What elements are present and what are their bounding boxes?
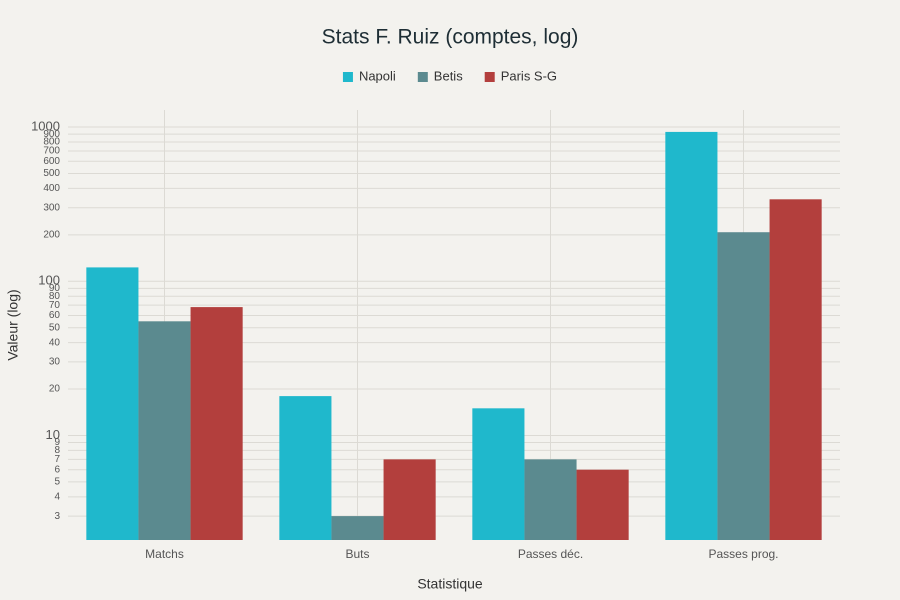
- y-tick-label: 8: [54, 445, 60, 456]
- y-tick-label: 6: [54, 464, 60, 475]
- y-tick-label: 600: [43, 156, 60, 167]
- legend-swatch: [417, 72, 428, 82]
- y-tick-label: 800: [43, 137, 60, 148]
- y-tick-label: 500: [43, 168, 60, 179]
- bar: [665, 131, 718, 541]
- x-tick-label: Matchs: [145, 547, 184, 561]
- y-tick-label: 60: [49, 310, 61, 321]
- y-tick-label: 50: [49, 322, 61, 333]
- y-tick-label: 400: [43, 183, 60, 194]
- bar: [576, 469, 629, 540]
- y-tick-label: 4: [54, 491, 60, 502]
- y-tick-label: 9: [54, 437, 60, 448]
- y-tick-label: 300: [43, 202, 60, 213]
- y-tick-label: 200: [43, 229, 60, 240]
- legend-label: Paris S-G: [501, 68, 557, 83]
- legend-label: Napoli: [359, 68, 396, 83]
- bar: [190, 307, 243, 540]
- bar: [524, 459, 577, 540]
- chart-title: Stats F. Ruiz (comptes, log): [322, 26, 579, 49]
- y-tick-label: 900: [43, 129, 60, 140]
- y-tick-label: 80: [49, 291, 61, 302]
- y-tick-label: 30: [49, 357, 61, 368]
- y-tick-label: 7: [54, 454, 60, 465]
- y-tick-label: 70: [49, 300, 61, 311]
- bar: [138, 321, 191, 540]
- y-tick-label: 40: [49, 337, 61, 348]
- bar: [86, 267, 139, 540]
- y-tick-label: 700: [43, 146, 60, 157]
- legend-label: Betis: [434, 68, 463, 83]
- x-tick-label: Passes déc.: [518, 547, 583, 561]
- bar: [717, 232, 770, 540]
- bar: [472, 408, 525, 540]
- bar: [769, 199, 822, 541]
- y-tick-label: 90: [49, 283, 61, 294]
- bar: [279, 396, 332, 540]
- bar: [331, 516, 384, 540]
- legend-swatch: [484, 72, 495, 82]
- y-tick-label: 10: [46, 427, 60, 442]
- x-tick-label: Passes prog.: [708, 547, 778, 561]
- y-tick-label: 3: [54, 511, 60, 522]
- x-tick-label: Buts: [345, 547, 369, 561]
- y-axis-label: Valeur (log): [5, 289, 21, 360]
- bar: [383, 459, 436, 540]
- y-tick-label: 20: [49, 384, 61, 395]
- y-tick-label: 5: [54, 477, 60, 488]
- y-tick-label: 100: [38, 273, 60, 288]
- y-tick-label: 1000: [31, 118, 60, 133]
- x-axis-label: Statistique: [417, 576, 483, 592]
- legend-swatch: [342, 72, 353, 82]
